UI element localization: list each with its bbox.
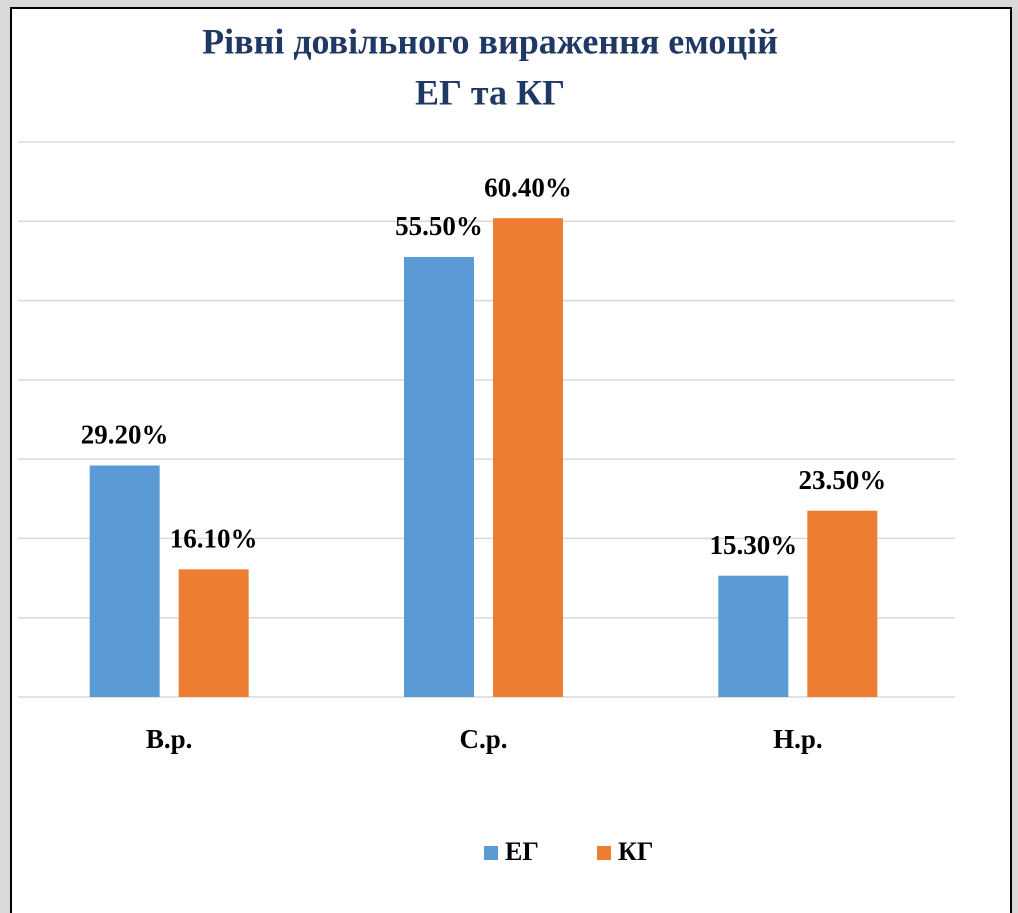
legend-label: ЕГ — [505, 837, 539, 866]
x-tick-label: Н.р. — [773, 724, 823, 754]
legend-swatch — [484, 846, 498, 860]
data-label: 55.50% — [395, 211, 483, 241]
bar — [807, 510, 878, 697]
x-tick-label: В.р. — [146, 724, 193, 754]
data-label: 60.40% — [484, 172, 572, 202]
data-label: 29.20% — [81, 420, 169, 450]
legend-swatch — [597, 846, 611, 860]
data-label: 16.10% — [170, 524, 258, 554]
bar — [89, 465, 160, 697]
bar — [493, 218, 563, 697]
legend-label: КГ — [618, 837, 653, 866]
bar — [718, 575, 789, 697]
data-label: 15.30% — [709, 530, 797, 560]
bar — [404, 256, 474, 697]
bar — [178, 569, 249, 697]
data-label: 23.50% — [798, 465, 886, 495]
chart-title: Рівні довільного вираження емоцій — [202, 21, 778, 61]
x-tick-label: С.р. — [459, 724, 507, 754]
chart-title: ЕГ та КГ — [415, 72, 565, 112]
